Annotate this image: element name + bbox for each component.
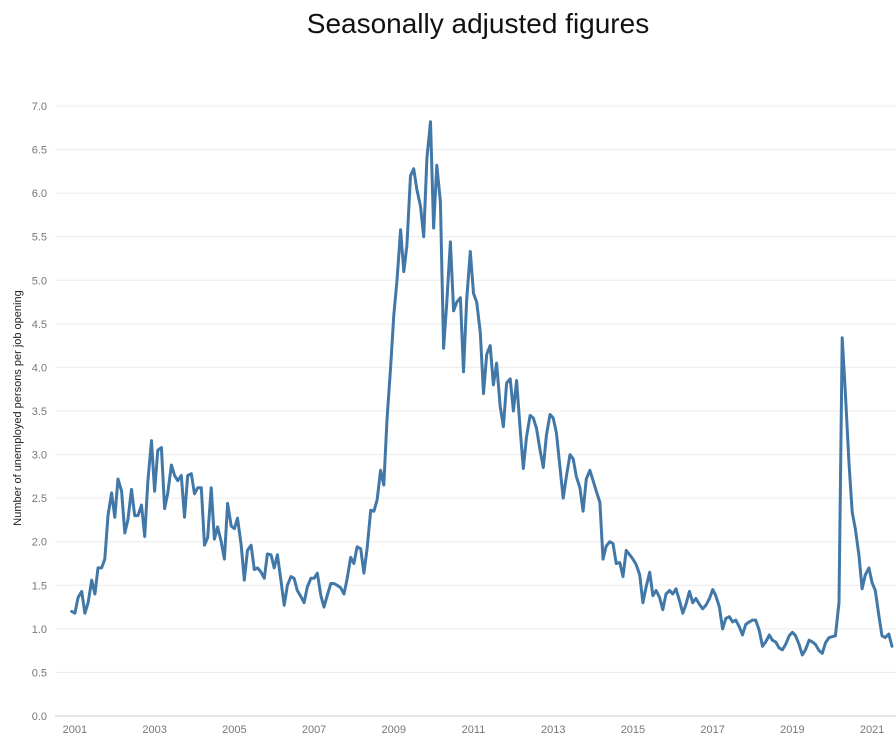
- y-axis-ticks: 0.0 0.5 1.0 1.5 2.0 2.5 3.0 3.5 4.0 4.5 5.0 5.5 6.0 6…: [32, 101, 47, 723]
- y-tick-label: 4.5: [32, 319, 47, 331]
- y-tick-label: 2.0: [32, 537, 47, 549]
- x-axis-ticks: 2001 2003 2005 2007 2009 2011 2013 2015 2017 2019…: [63, 724, 885, 736]
- x-tick-label: 2007: [302, 724, 326, 736]
- x-tick-label: 2011: [462, 724, 486, 736]
- y-tick-label: 1.5: [32, 580, 47, 592]
- x-tick-label: 2013: [541, 724, 565, 736]
- y-tick-label: 6.5: [32, 145, 47, 157]
- y-tick-label: 2.5: [32, 493, 47, 505]
- x-tick-label: 2003: [142, 724, 166, 736]
- y-tick-label: 4.0: [32, 362, 47, 374]
- y-tick-label: 3.5: [32, 406, 47, 418]
- x-tick-label: 2021: [860, 724, 884, 736]
- y-tick-label: 0.5: [32, 667, 47, 679]
- x-tick-label: 2015: [621, 724, 645, 736]
- y-tick-label: 6.0: [32, 188, 47, 200]
- gridlines: [55, 105, 896, 673]
- y-axis-label: Number of unemployed persons per job ope…: [12, 290, 24, 525]
- x-tick-label: 2017: [700, 724, 724, 736]
- chart-title: Seasonally adjusted figures: [306, 8, 650, 39]
- x-tick-label: 2001: [63, 724, 87, 736]
- x-tick-label: 2009: [382, 724, 406, 736]
- y-tick-label: 1.0: [32, 624, 47, 636]
- y-tick-label: 0.0: [32, 711, 47, 723]
- y-tick-label: 5.0: [32, 275, 47, 287]
- y-tick-label: 5.5: [32, 232, 47, 244]
- x-tick-label: 2005: [222, 724, 246, 736]
- y-tick-label: 3.0: [32, 450, 47, 462]
- series-line: [70, 120, 894, 657]
- y-tick-label: 7.0: [32, 101, 47, 113]
- x-tick-label: 2019: [780, 724, 804, 736]
